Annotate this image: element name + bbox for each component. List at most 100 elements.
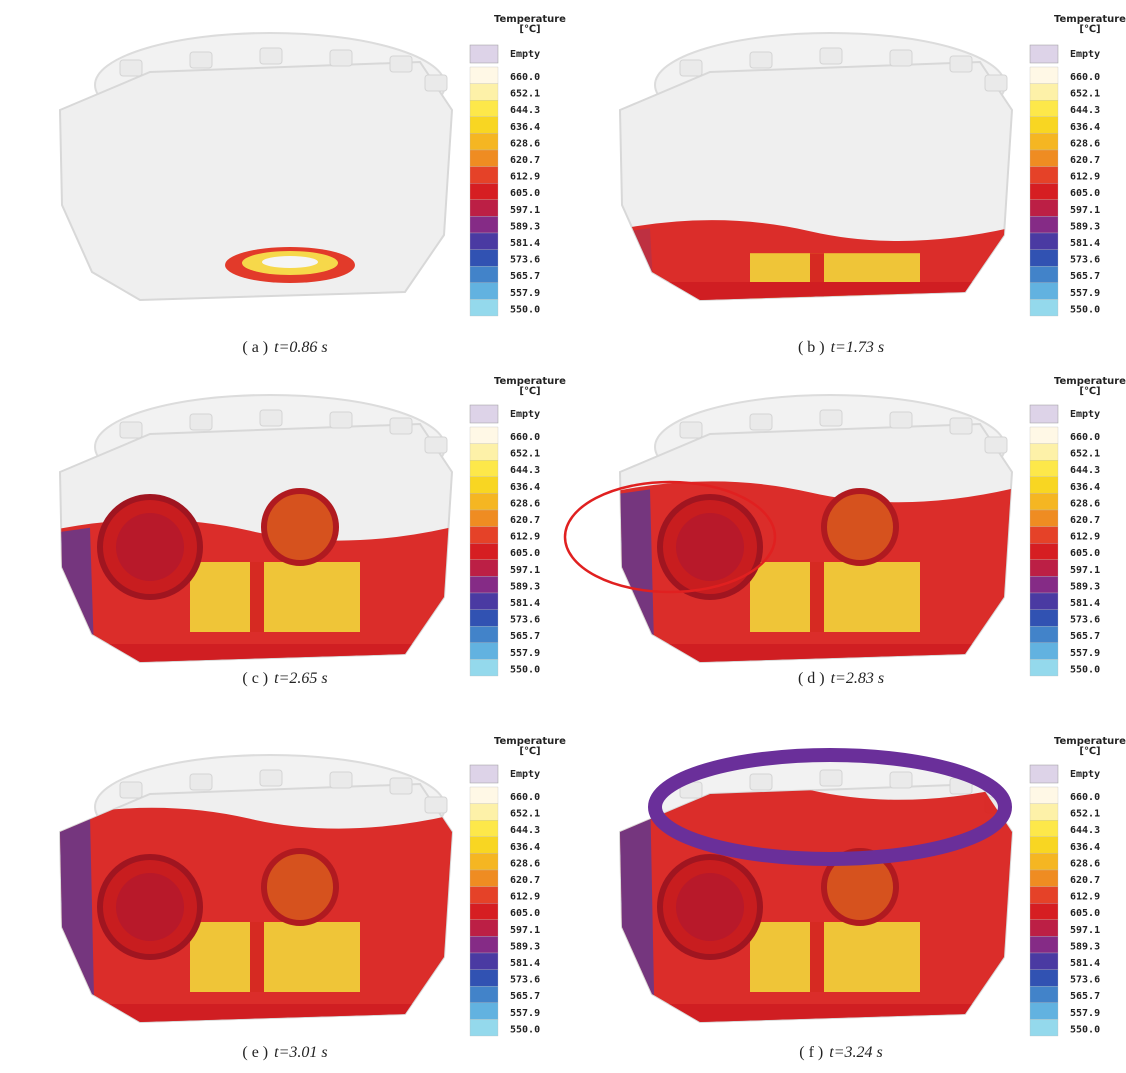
lug [330, 412, 352, 428]
legend-level: 620.7 [510, 515, 540, 526]
legend-level: 565.7 [1070, 631, 1100, 642]
caption-label: ( a ) [242, 339, 268, 356]
lug [330, 50, 352, 66]
legend-level: 628.6 [1070, 138, 1100, 149]
legend-level: 557.9 [1070, 288, 1100, 299]
caption: ( a )t=0.86 s [242, 339, 327, 356]
legend-swatch [1030, 1019, 1058, 1036]
legend-level: 605.0 [1070, 908, 1100, 919]
legend-level: 660.0 [1070, 432, 1100, 443]
legend-level: 652.1 [1070, 89, 1100, 100]
legend-swatch [1030, 427, 1058, 444]
legend-level: 660.0 [510, 792, 540, 803]
lug [190, 52, 212, 68]
legend-swatch [470, 427, 498, 444]
legend-swatch [1030, 626, 1058, 643]
legend-swatch [1030, 527, 1058, 544]
legend-swatch [1030, 970, 1058, 987]
legend-level: 628.6 [1070, 858, 1100, 869]
legend-level: 597.1 [510, 925, 540, 936]
lug [190, 774, 212, 790]
legend-swatch [470, 560, 498, 577]
legend-empty-label: Empty [510, 49, 540, 60]
legend-swatch [1030, 560, 1058, 577]
legend-level: 612.9 [1070, 172, 1100, 183]
lug [425, 797, 447, 813]
melt-hole [262, 256, 318, 268]
legend-swatch [1030, 117, 1058, 134]
legend-swatch [470, 266, 498, 283]
legend-empty-label: Empty [510, 769, 540, 780]
legend-level: 620.7 [1070, 875, 1100, 886]
legend-swatch [470, 1003, 498, 1020]
lug [120, 60, 142, 76]
legend-swatch [1030, 804, 1058, 821]
legend-level: 573.6 [510, 975, 540, 986]
legend-level: 597.1 [510, 565, 540, 576]
legend-empty-label: Empty [1070, 49, 1100, 60]
melt-cold [600, 489, 655, 682]
melt-core [750, 562, 920, 632]
legend-swatch [470, 150, 498, 167]
legend-swatch [470, 820, 498, 837]
legend-level: 605.0 [510, 188, 540, 199]
legend-swatch [470, 477, 498, 494]
legend-level: 605.0 [1070, 548, 1100, 559]
legend-level: 597.1 [1070, 925, 1100, 936]
legend-swatch [1030, 920, 1058, 937]
legend-swatch [470, 167, 498, 184]
lug [390, 418, 412, 434]
legend-level: 589.3 [510, 221, 540, 232]
legend-level: 652.1 [1070, 809, 1100, 820]
legend-swatch [1030, 659, 1058, 676]
legend-swatch [1030, 67, 1058, 84]
panel: Temperature[℃]Empty660.0652.1644.3636.46… [60, 14, 566, 316]
legend-level: 589.3 [510, 941, 540, 952]
melt-cold [40, 528, 95, 682]
legend-swatch [1030, 266, 1058, 283]
legend-level: 557.9 [1070, 1008, 1100, 1019]
lug [890, 50, 912, 66]
legend-swatch [1030, 216, 1058, 233]
legend-swatch [470, 986, 498, 1003]
legend-level: 644.3 [1070, 465, 1100, 476]
legend-swatch [1030, 610, 1058, 627]
legend-swatch [470, 903, 498, 920]
legend-swatch [1030, 299, 1058, 316]
boss-small [824, 491, 896, 563]
legend-swatch [470, 610, 498, 627]
legend-level: 550.0 [510, 1024, 540, 1035]
legend-unit: [℃] [519, 24, 540, 35]
legend-swatch [470, 216, 498, 233]
legend-swatch [470, 887, 498, 904]
caption-label: ( d ) [798, 670, 825, 687]
legend-level: 644.3 [510, 825, 540, 836]
legend-swatch [470, 283, 498, 300]
legend-level: 557.9 [510, 648, 540, 659]
legend-swatch [470, 643, 498, 660]
legend-level: 644.3 [1070, 825, 1100, 836]
lug [260, 770, 282, 786]
legend-level: 573.6 [510, 255, 540, 266]
melt-cold [40, 816, 95, 1042]
legend-level: 581.4 [1070, 598, 1100, 609]
lug [120, 782, 142, 798]
caption-time: t=2.83 s [831, 670, 884, 687]
legend-level: 557.9 [1070, 648, 1100, 659]
panel: Temperature[℃]Empty660.0652.1644.3636.46… [40, 376, 566, 682]
legend-swatch [470, 853, 498, 870]
caption: ( d ) t=2.83 s [798, 670, 884, 687]
legend-swatch [470, 543, 498, 560]
legend-swatch [1030, 150, 1058, 167]
melt-rib [810, 922, 824, 992]
caption-label: ( b ) [798, 339, 825, 356]
legend-swatch [470, 183, 498, 200]
legend-swatch [1030, 1003, 1058, 1020]
lug [985, 437, 1007, 453]
legend-swatch [1030, 543, 1058, 560]
legend-swatch [1030, 986, 1058, 1003]
legend-swatch [1030, 183, 1058, 200]
legend-swatch [470, 233, 498, 250]
lug [680, 60, 702, 76]
legend-swatch [470, 576, 498, 593]
